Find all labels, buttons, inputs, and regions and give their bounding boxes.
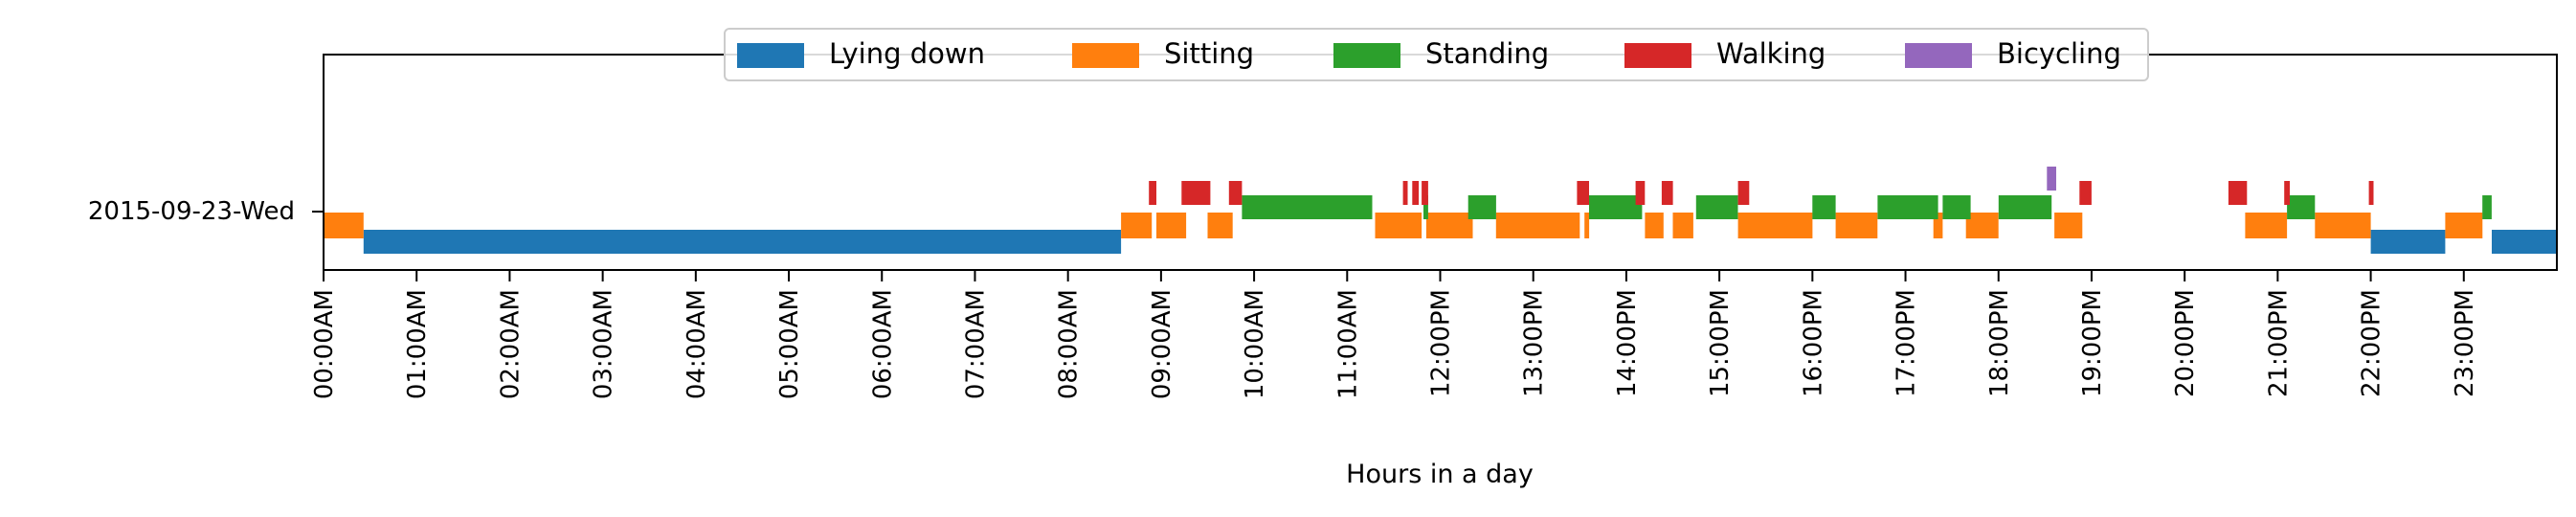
legend-label: Walking	[1716, 37, 1826, 70]
legend-swatch	[1624, 43, 1691, 68]
bar-standing	[1998, 195, 2052, 219]
legend-swatch	[1333, 43, 1400, 68]
legend-swatch	[1072, 43, 1139, 68]
x-tick-label: 12:00PM	[1427, 289, 1456, 397]
x-tick-label: 14:00PM	[1613, 289, 1642, 397]
legend-label: Lying down	[829, 37, 985, 70]
x-tick-label: 22:00PM	[2358, 289, 2386, 397]
x-tick-label: 20:00PM	[2171, 289, 2200, 397]
bar-walking	[2228, 181, 2248, 205]
x-tick-label: 09:00AM	[1148, 289, 1176, 399]
bar-walking	[1661, 181, 1673, 205]
bar-sitting	[1584, 213, 1590, 238]
bar-sitting	[1207, 213, 1233, 238]
bar-sitting	[1425, 213, 1473, 238]
bar-sitting	[2445, 213, 2483, 238]
x-axis-ticks: 00:00AM 01:00AM 02:00AM 03:00AM 04:00AM 05:00…	[310, 270, 2479, 399]
x-tick-label: 18:00PM	[1985, 289, 2014, 397]
x-tick-label: 19:00PM	[2078, 289, 2107, 397]
bar-standing	[1812, 195, 1836, 219]
bar-sitting	[1672, 213, 1693, 238]
bar-sitting	[324, 213, 364, 238]
x-tick-label: 08:00AM	[1055, 289, 1084, 399]
bar-sitting	[1495, 213, 1580, 238]
x-tick-label: 10:00AM	[1241, 289, 1269, 399]
x-tick-label: 11:00AM	[1333, 289, 1362, 399]
legend: Lying down Sitting Standing Walking Bicyclin…	[724, 28, 2149, 81]
x-tick-label: 13:00PM	[1520, 289, 1549, 397]
x-tick-label: 23:00PM	[2451, 289, 2479, 397]
x-tick-label: 02:00AM	[496, 289, 525, 399]
bar-standing	[1589, 195, 1643, 219]
bar-walking	[1149, 181, 1156, 205]
bar-standing	[1242, 195, 1373, 219]
legend-swatch	[737, 43, 804, 68]
bar-standing	[2287, 195, 2316, 219]
legend-label: Standing	[1425, 37, 1549, 70]
bar-walking	[1402, 181, 1408, 205]
bar-walking	[2284, 181, 2290, 205]
bar-walking	[2368, 181, 2374, 205]
x-tick-label: 04:00AM	[683, 289, 711, 399]
x-tick-label: 21:00PM	[2264, 289, 2293, 397]
bar-standing	[1423, 195, 1428, 219]
bar-sitting	[1645, 213, 1664, 238]
legend-swatch	[1905, 43, 1972, 68]
bar-sitting	[1156, 213, 1187, 238]
bar-lying-down	[2492, 230, 2557, 254]
bar-walking	[1412, 181, 1420, 205]
bar-sitting	[2315, 213, 2371, 238]
bar-standing	[1467, 195, 1496, 219]
bar-walking	[1422, 181, 1428, 205]
x-tick-label: 17:00PM	[1893, 289, 1921, 397]
bar-walking	[1635, 181, 1646, 205]
bar-sitting	[1933, 213, 1943, 238]
bar-standing	[1942, 195, 1971, 219]
x-tick-label: 16:00PM	[1799, 289, 1827, 397]
y-tick-label: 2015-09-23-Wed	[88, 197, 295, 226]
activity-bars	[324, 167, 2557, 254]
bar-standing	[2482, 195, 2492, 219]
bar-walking	[1577, 181, 1589, 205]
x-axis-label: Hours in a day	[1346, 460, 1534, 489]
bar-sitting	[1835, 213, 1878, 238]
x-tick-label: 06:00AM	[868, 289, 897, 399]
bar-sitting	[2245, 213, 2288, 238]
legend-label: Bicycling	[1997, 37, 2121, 70]
x-tick-label: 05:00AM	[775, 289, 804, 399]
bar-lying-down	[363, 230, 1122, 254]
x-tick-label: 07:00AM	[962, 289, 991, 399]
bar-standing	[1877, 195, 1938, 219]
bar-walking	[1181, 181, 1211, 205]
bar-standing	[1695, 195, 1738, 219]
x-tick-label: 01:00AM	[403, 289, 432, 399]
bar-sitting	[2054, 213, 2083, 238]
bar-lying-down	[2370, 230, 2446, 254]
bar-walking	[1737, 181, 1750, 205]
bar-sitting	[1375, 213, 1422, 238]
bar-walking	[2079, 181, 2092, 205]
bar-sitting	[1121, 213, 1153, 238]
legend-label: Sitting	[1164, 37, 1254, 70]
bar-bicycling	[2047, 167, 2056, 191]
bar-sitting	[1965, 213, 1999, 238]
x-tick-label: 00:00AM	[310, 289, 339, 399]
bar-sitting	[1737, 213, 1813, 238]
x-tick-label: 03:00AM	[590, 289, 618, 399]
bar-walking	[1228, 181, 1243, 205]
x-tick-label: 15:00PM	[1706, 289, 1735, 397]
